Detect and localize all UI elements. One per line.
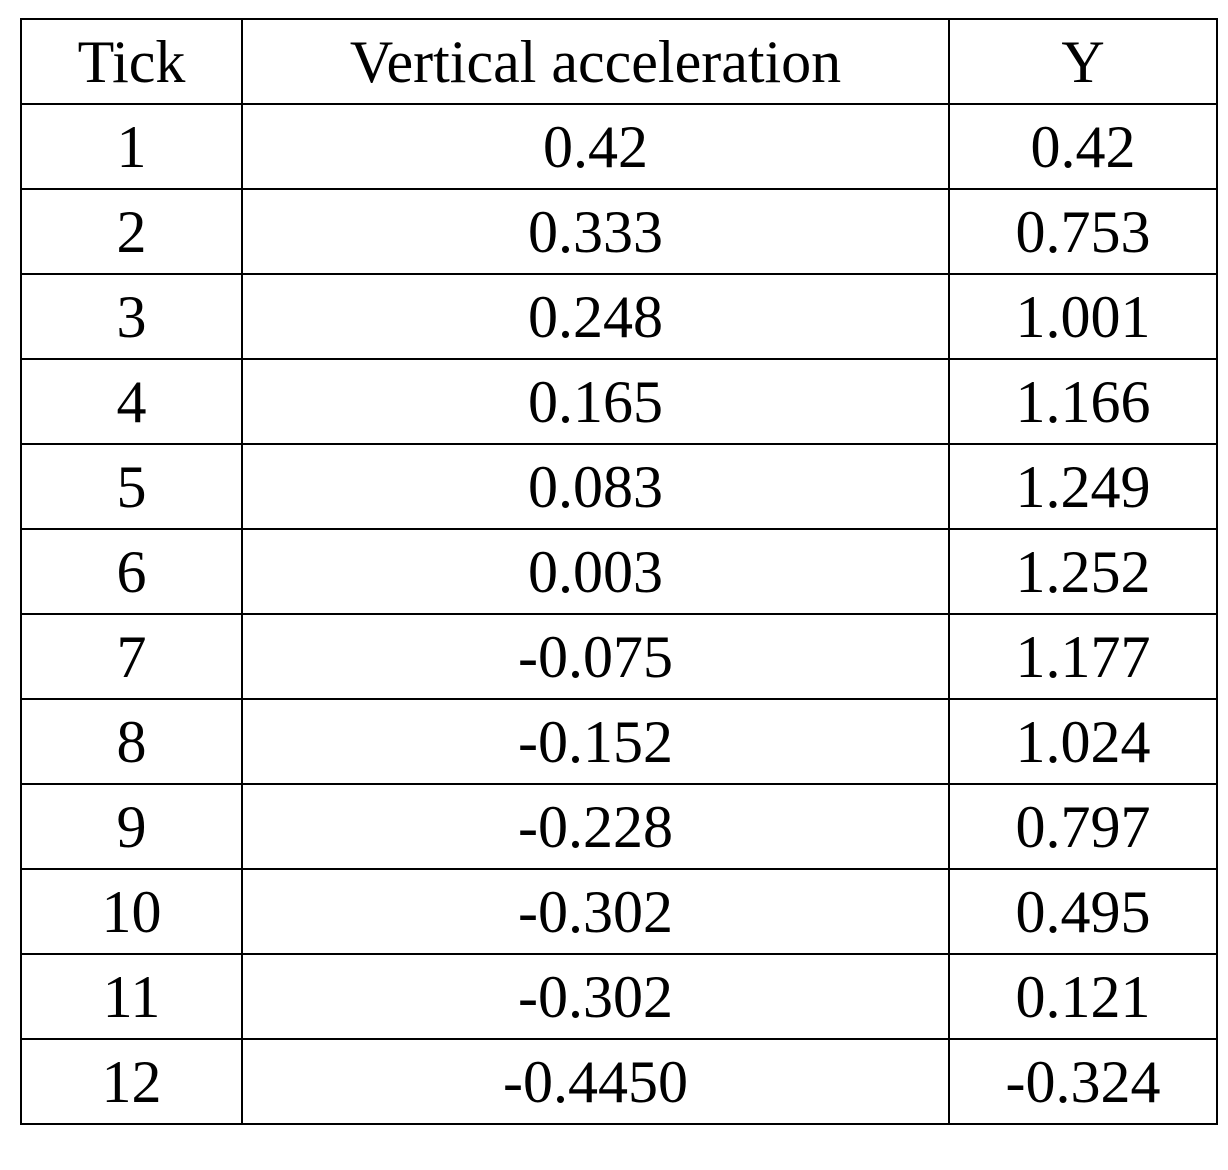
table-cell: 1.024 — [948, 698, 1218, 785]
header-cell: Tick — [20, 18, 243, 105]
table-cell: 0.42 — [948, 103, 1218, 190]
table-cell: 0.42 — [241, 103, 950, 190]
table-row: 3 0.248 1.001 — [20, 273, 1218, 360]
table-row: 12 -0.4450 -0.324 — [20, 1038, 1218, 1125]
table-cell: 8 — [20, 698, 243, 785]
table-cell: -0.228 — [241, 783, 950, 870]
table-cell: -0.152 — [241, 698, 950, 785]
table-cell: 10 — [20, 868, 243, 955]
table-cell: 5 — [20, 443, 243, 530]
table-row: 5 0.083 1.249 — [20, 443, 1218, 530]
table-cell: 0.165 — [241, 358, 950, 445]
table-cell: 6 — [20, 528, 243, 615]
table-cell: 1.001 — [948, 273, 1218, 360]
table-cell: 1.177 — [948, 613, 1218, 700]
data-table: Tick Vertical acceleration Y 1 0.42 0.42 2 0.3… — [20, 18, 1218, 1125]
table-cell: 0.333 — [241, 188, 950, 275]
table-cell: 0.797 — [948, 783, 1218, 870]
table-row: 4 0.165 1.166 — [20, 358, 1218, 445]
table-cell: 4 — [20, 358, 243, 445]
header-row: Tick Vertical acceleration Y — [20, 18, 1218, 105]
table-row: 7 -0.075 1.177 — [20, 613, 1218, 700]
table-row: 8 -0.152 1.024 — [20, 698, 1218, 785]
table-cell: 3 — [20, 273, 243, 360]
table-cell: 2 — [20, 188, 243, 275]
table-row: 6 0.003 1.252 — [20, 528, 1218, 615]
table-cell: 1 — [20, 103, 243, 190]
table-cell: -0.324 — [948, 1038, 1218, 1125]
table-row: 11 -0.302 0.121 — [20, 953, 1218, 1040]
table-cell: 1.166 — [948, 358, 1218, 445]
table-row: 1 0.42 0.42 — [20, 103, 1218, 190]
table-cell: -0.302 — [241, 868, 950, 955]
header-cell: Vertical acceleration — [241, 18, 950, 105]
table-row: 10 -0.302 0.495 — [20, 868, 1218, 955]
header-cell: Y — [948, 18, 1218, 105]
table-cell: 0.495 — [948, 868, 1218, 955]
table-cell: 11 — [20, 953, 243, 1040]
table-cell: 7 — [20, 613, 243, 700]
table-cell: 0.248 — [241, 273, 950, 360]
table-cell: 9 — [20, 783, 243, 870]
table-cell: 12 — [20, 1038, 243, 1125]
table-cell: 1.252 — [948, 528, 1218, 615]
table-cell: 1.249 — [948, 443, 1218, 530]
table-body: 1 0.42 0.42 2 0.333 0.753 3 0.248 1.001 4 0.165 1.1… — [20, 103, 1218, 1125]
table-cell: -0.4450 — [241, 1038, 950, 1125]
table-cell: -0.075 — [241, 613, 950, 700]
table-cell: 0.121 — [948, 953, 1218, 1040]
table-cell: 0.083 — [241, 443, 950, 530]
table-cell: -0.302 — [241, 953, 950, 1040]
table-row: 2 0.333 0.753 — [20, 188, 1218, 275]
table-row: 9 -0.228 0.797 — [20, 783, 1218, 870]
table-cell: 0.003 — [241, 528, 950, 615]
table-cell: 0.753 — [948, 188, 1218, 275]
